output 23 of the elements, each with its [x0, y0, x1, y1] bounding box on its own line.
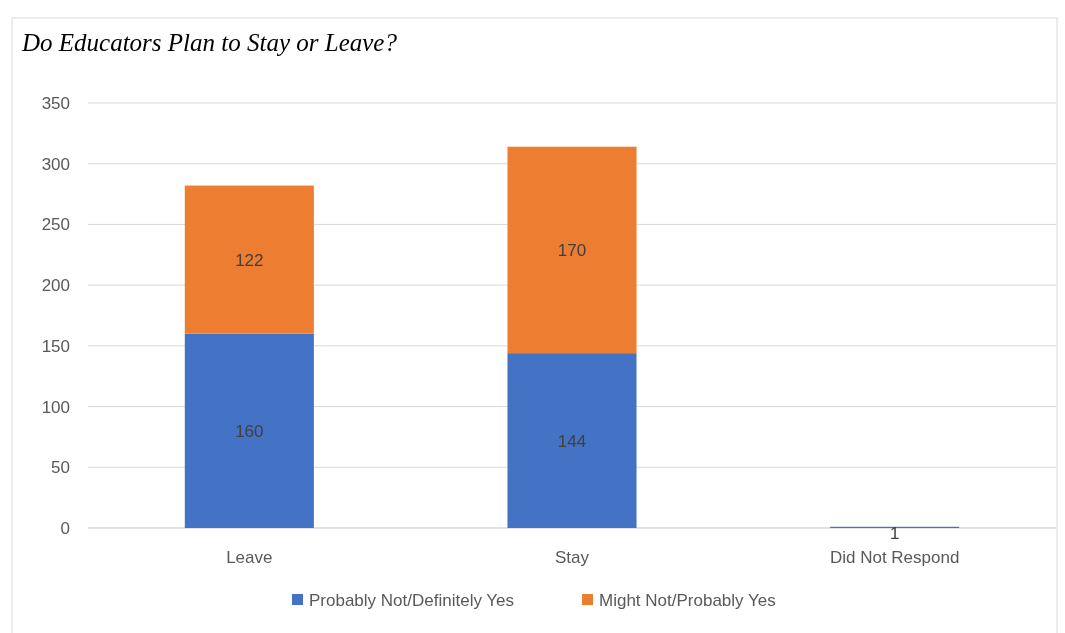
legend-label: Might Not/Probably Yes — [599, 591, 776, 610]
bar — [184, 333, 314, 528]
y-tick-label: 0 — [60, 519, 70, 538]
bar — [184, 185, 314, 334]
bar — [507, 353, 637, 528]
data-label: 160 — [235, 421, 264, 441]
data-label: 144 — [557, 431, 587, 451]
y-tick-label: 200 — [41, 276, 70, 296]
x-tick-label: Leave — [226, 548, 273, 567]
legend-label: Probably Not/Definitely Yes — [309, 591, 515, 610]
data-label: 122 — [235, 250, 264, 270]
y-tick-label: 100 — [41, 397, 70, 417]
y-tick-label: 50 — [51, 458, 70, 478]
y-tick-label: 250 — [41, 215, 70, 235]
x-tick-label: Did Not Respond — [829, 548, 960, 567]
chart-title: Do Educators Plan to Stay or Leave? — [21, 29, 398, 56]
y-tick-label: 150 — [41, 336, 70, 356]
bar — [507, 146, 637, 354]
y-tick-label: 300 — [41, 154, 70, 174]
y-tick-label: 350 — [41, 94, 70, 113]
data-label: 170 — [557, 240, 587, 260]
x-tick-label: Stay — [554, 548, 590, 567]
data-label: 1 — [889, 523, 900, 543]
